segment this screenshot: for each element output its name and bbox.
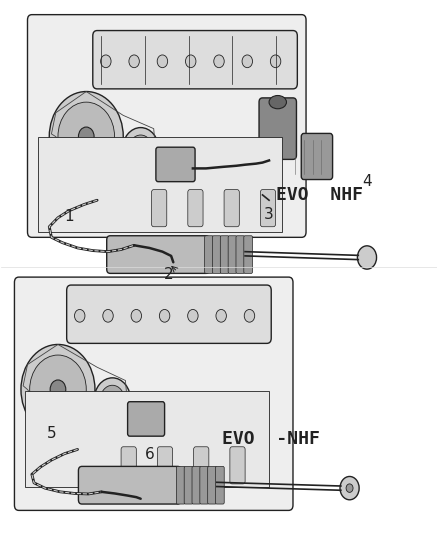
Circle shape	[105, 173, 133, 207]
FancyBboxPatch shape	[157, 447, 173, 484]
FancyBboxPatch shape	[215, 466, 224, 504]
FancyBboxPatch shape	[259, 98, 297, 159]
FancyBboxPatch shape	[78, 466, 181, 504]
FancyBboxPatch shape	[194, 447, 209, 484]
Text: 5: 5	[46, 426, 56, 441]
FancyBboxPatch shape	[260, 190, 276, 227]
FancyBboxPatch shape	[205, 236, 213, 273]
FancyBboxPatch shape	[28, 14, 306, 237]
Circle shape	[187, 310, 198, 322]
FancyBboxPatch shape	[212, 236, 221, 273]
FancyBboxPatch shape	[236, 236, 245, 273]
FancyBboxPatch shape	[244, 236, 253, 273]
FancyBboxPatch shape	[127, 402, 165, 436]
FancyBboxPatch shape	[188, 190, 203, 227]
FancyBboxPatch shape	[230, 447, 245, 484]
Text: EVO  NHF: EVO NHF	[276, 186, 363, 204]
Text: EVO  -NHF: EVO -NHF	[223, 430, 320, 448]
FancyBboxPatch shape	[301, 133, 332, 180]
Circle shape	[270, 55, 281, 68]
Circle shape	[346, 484, 353, 492]
FancyBboxPatch shape	[228, 236, 237, 273]
FancyBboxPatch shape	[156, 147, 195, 182]
Circle shape	[185, 55, 196, 68]
Circle shape	[216, 310, 226, 322]
Circle shape	[242, 55, 253, 68]
Text: 6: 6	[145, 447, 154, 462]
Text: 4: 4	[362, 174, 372, 189]
Circle shape	[74, 310, 85, 322]
Circle shape	[136, 144, 145, 155]
Circle shape	[94, 378, 131, 422]
FancyBboxPatch shape	[121, 447, 136, 484]
Ellipse shape	[269, 95, 286, 109]
Circle shape	[64, 178, 83, 201]
FancyBboxPatch shape	[152, 190, 167, 227]
Circle shape	[49, 92, 123, 182]
FancyBboxPatch shape	[208, 466, 216, 504]
FancyBboxPatch shape	[93, 30, 297, 89]
Circle shape	[50, 380, 66, 399]
Circle shape	[128, 135, 153, 165]
Circle shape	[30, 355, 86, 424]
Text: 1: 1	[64, 208, 74, 224]
Circle shape	[357, 246, 377, 269]
Circle shape	[111, 180, 127, 199]
FancyBboxPatch shape	[184, 466, 193, 504]
Circle shape	[340, 477, 359, 500]
Text: 2: 2	[164, 267, 174, 282]
Circle shape	[157, 55, 168, 68]
FancyBboxPatch shape	[220, 236, 229, 273]
FancyBboxPatch shape	[67, 285, 271, 343]
FancyBboxPatch shape	[14, 277, 293, 511]
Circle shape	[122, 127, 159, 172]
Circle shape	[131, 310, 141, 322]
Circle shape	[74, 425, 102, 459]
Circle shape	[100, 385, 124, 415]
Circle shape	[103, 310, 113, 322]
FancyBboxPatch shape	[200, 466, 208, 504]
FancyBboxPatch shape	[192, 466, 201, 504]
Circle shape	[129, 55, 139, 68]
FancyBboxPatch shape	[107, 236, 209, 273]
Circle shape	[35, 427, 54, 450]
Circle shape	[244, 310, 254, 322]
Circle shape	[21, 344, 95, 434]
Circle shape	[214, 55, 224, 68]
Text: 3: 3	[264, 207, 274, 222]
Circle shape	[78, 127, 94, 146]
FancyBboxPatch shape	[177, 466, 185, 504]
FancyBboxPatch shape	[224, 190, 239, 227]
FancyBboxPatch shape	[25, 391, 269, 487]
FancyBboxPatch shape	[39, 136, 282, 232]
Circle shape	[58, 102, 115, 171]
Circle shape	[101, 55, 111, 68]
Circle shape	[159, 310, 170, 322]
